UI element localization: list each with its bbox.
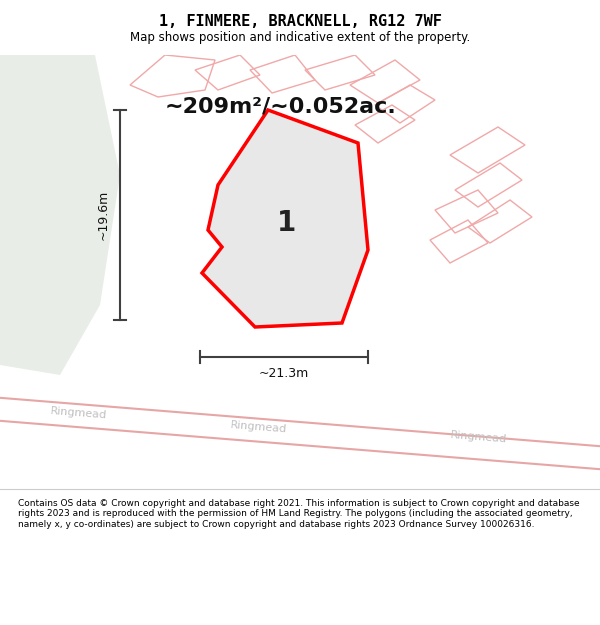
Text: 1, FINMERE, BRACKNELL, RG12 7WF: 1, FINMERE, BRACKNELL, RG12 7WF [158, 14, 442, 29]
Polygon shape [0, 55, 120, 375]
Text: ~209m²/~0.052ac.: ~209m²/~0.052ac. [165, 97, 397, 117]
Text: ~19.6m: ~19.6m [97, 190, 110, 240]
Text: Contains OS data © Crown copyright and database right 2021. This information is : Contains OS data © Crown copyright and d… [18, 499, 580, 529]
Text: Ringmead: Ringmead [230, 420, 287, 434]
Text: 1: 1 [277, 209, 296, 237]
Polygon shape [202, 110, 368, 327]
Polygon shape [220, 127, 354, 310]
Text: Ringmead: Ringmead [50, 406, 107, 420]
Text: Map shows position and indicative extent of the property.: Map shows position and indicative extent… [130, 31, 470, 44]
Text: ~21.3m: ~21.3m [259, 367, 309, 380]
Text: Ringmead: Ringmead [450, 430, 508, 444]
